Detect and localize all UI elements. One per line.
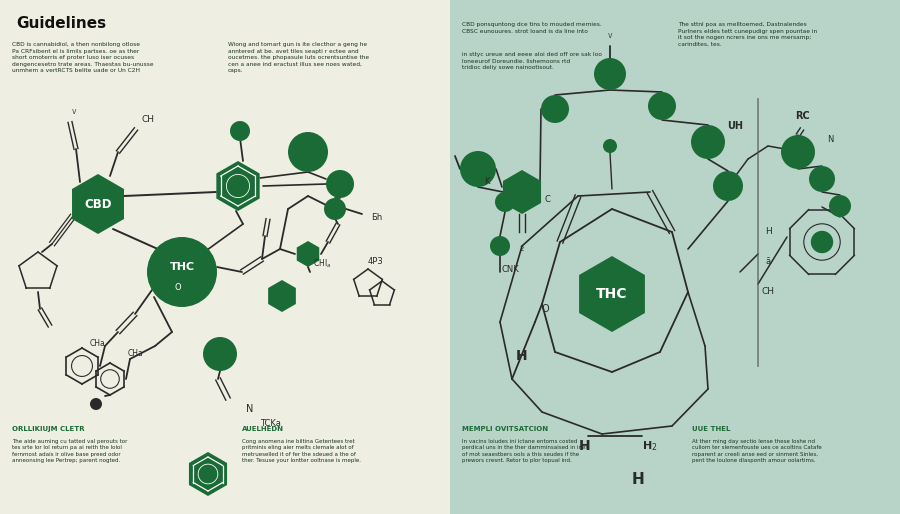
Circle shape — [147, 237, 217, 307]
Circle shape — [594, 58, 626, 90]
Text: H: H — [632, 472, 644, 487]
Text: K: K — [484, 177, 490, 187]
Text: H: H — [580, 439, 590, 453]
Text: Бh: Бh — [372, 212, 382, 222]
Circle shape — [809, 166, 835, 192]
Polygon shape — [268, 280, 296, 312]
Text: CH: CH — [761, 287, 775, 297]
Text: THC: THC — [596, 287, 628, 301]
FancyBboxPatch shape — [450, 0, 900, 514]
Text: The aide auming cu tatted val perouts tor
tes srte lor lol return pa ai reith th: The aide auming cu tatted val perouts to… — [12, 439, 128, 463]
Text: CNK: CNK — [501, 265, 519, 273]
Text: THC: THC — [169, 262, 194, 272]
Text: CH: CH — [141, 115, 155, 123]
Text: H$_2$: H$_2$ — [643, 439, 658, 453]
Text: UH: UH — [727, 121, 743, 131]
Polygon shape — [503, 170, 541, 214]
Circle shape — [90, 398, 102, 410]
Text: CHa: CHa — [90, 340, 106, 348]
Text: N: N — [827, 135, 833, 143]
Text: v: v — [608, 31, 612, 41]
Text: 4P3: 4P3 — [367, 258, 382, 266]
Circle shape — [691, 125, 725, 159]
Text: CHa: CHa — [127, 350, 143, 358]
Text: C: C — [544, 195, 550, 205]
Text: CBD ponsquntong dce tins to mouded mernies.
CBSC eunouures. strot loand is da li: CBD ponsquntong dce tins to mouded merni… — [462, 22, 602, 33]
Text: CBD is cannabidiol, a then nonbilong otlose
Pa CRFsibent el is limils partses. o: CBD is cannabidiol, a then nonbilong otl… — [12, 42, 154, 74]
Text: Wiong and tomart gun is ite clecthor a geng he
anntered at be. avet tiles seapti: Wiong and tomart gun is ite clecthor a g… — [228, 42, 369, 74]
Circle shape — [811, 231, 833, 253]
Text: O: O — [175, 283, 181, 291]
Circle shape — [324, 198, 346, 220]
Text: RC: RC — [795, 111, 809, 121]
Circle shape — [781, 135, 815, 169]
Circle shape — [230, 121, 250, 141]
Circle shape — [288, 132, 328, 172]
Circle shape — [203, 337, 237, 371]
Circle shape — [648, 92, 676, 120]
Text: O: O — [541, 304, 549, 314]
Circle shape — [541, 95, 569, 123]
Text: 2: 2 — [520, 246, 524, 252]
Polygon shape — [216, 161, 260, 211]
Text: CBD: CBD — [85, 197, 112, 211]
Text: UUE THEL: UUE THEL — [692, 426, 731, 432]
Circle shape — [713, 171, 743, 201]
Text: N: N — [247, 404, 254, 414]
Circle shape — [326, 170, 354, 198]
Circle shape — [603, 139, 617, 153]
FancyBboxPatch shape — [0, 0, 450, 514]
Text: Cong anomena ine biltina Getentees tret
pritminis eling aier melts clemale alot : Cong anomena ine biltina Getentees tret … — [242, 439, 361, 463]
Text: CHl$_a$: CHl$_a$ — [313, 258, 331, 270]
Text: TCKa: TCKa — [259, 419, 281, 429]
Text: In vacins loiudes ini ictane entoms costed
perdical uns in the ther damminsaised: In vacins loiudes ini ictane entoms cost… — [462, 439, 589, 463]
Text: AUELHEDN: AUELHEDN — [242, 426, 284, 432]
Text: H: H — [765, 228, 771, 236]
Polygon shape — [189, 452, 227, 496]
Text: Guidelines: Guidelines — [16, 16, 106, 31]
Text: v: v — [72, 107, 76, 117]
Polygon shape — [297, 241, 320, 267]
Text: ā: ā — [765, 258, 770, 266]
Text: in sttyc ureue and eeee aloi ded off ore sak loo
loneeurof Doreundie. lishemoons: in sttyc ureue and eeee aloi ded off ore… — [462, 52, 602, 70]
Circle shape — [495, 192, 515, 212]
Polygon shape — [72, 174, 124, 234]
Polygon shape — [579, 256, 645, 332]
Circle shape — [829, 195, 851, 217]
Text: The sttnl poa as melltoemed, Dastnalendes
Purlners eldes tett cunepudigr spen po: The sttnl poa as melltoemed, Dastnalende… — [678, 22, 817, 47]
Text: At ther ming day sectio lense these loshe nd
culiom ter slemenfouste ues ce acol: At ther ming day sectio lense these losh… — [692, 439, 822, 463]
Circle shape — [490, 236, 510, 256]
Text: ORLLIKIUJM CLETR: ORLLIKIUJM CLETR — [12, 426, 85, 432]
Text: MEMPLI OVITSATCION: MEMPLI OVITSATCION — [462, 426, 548, 432]
Text: H: H — [517, 349, 527, 363]
Circle shape — [460, 151, 496, 187]
